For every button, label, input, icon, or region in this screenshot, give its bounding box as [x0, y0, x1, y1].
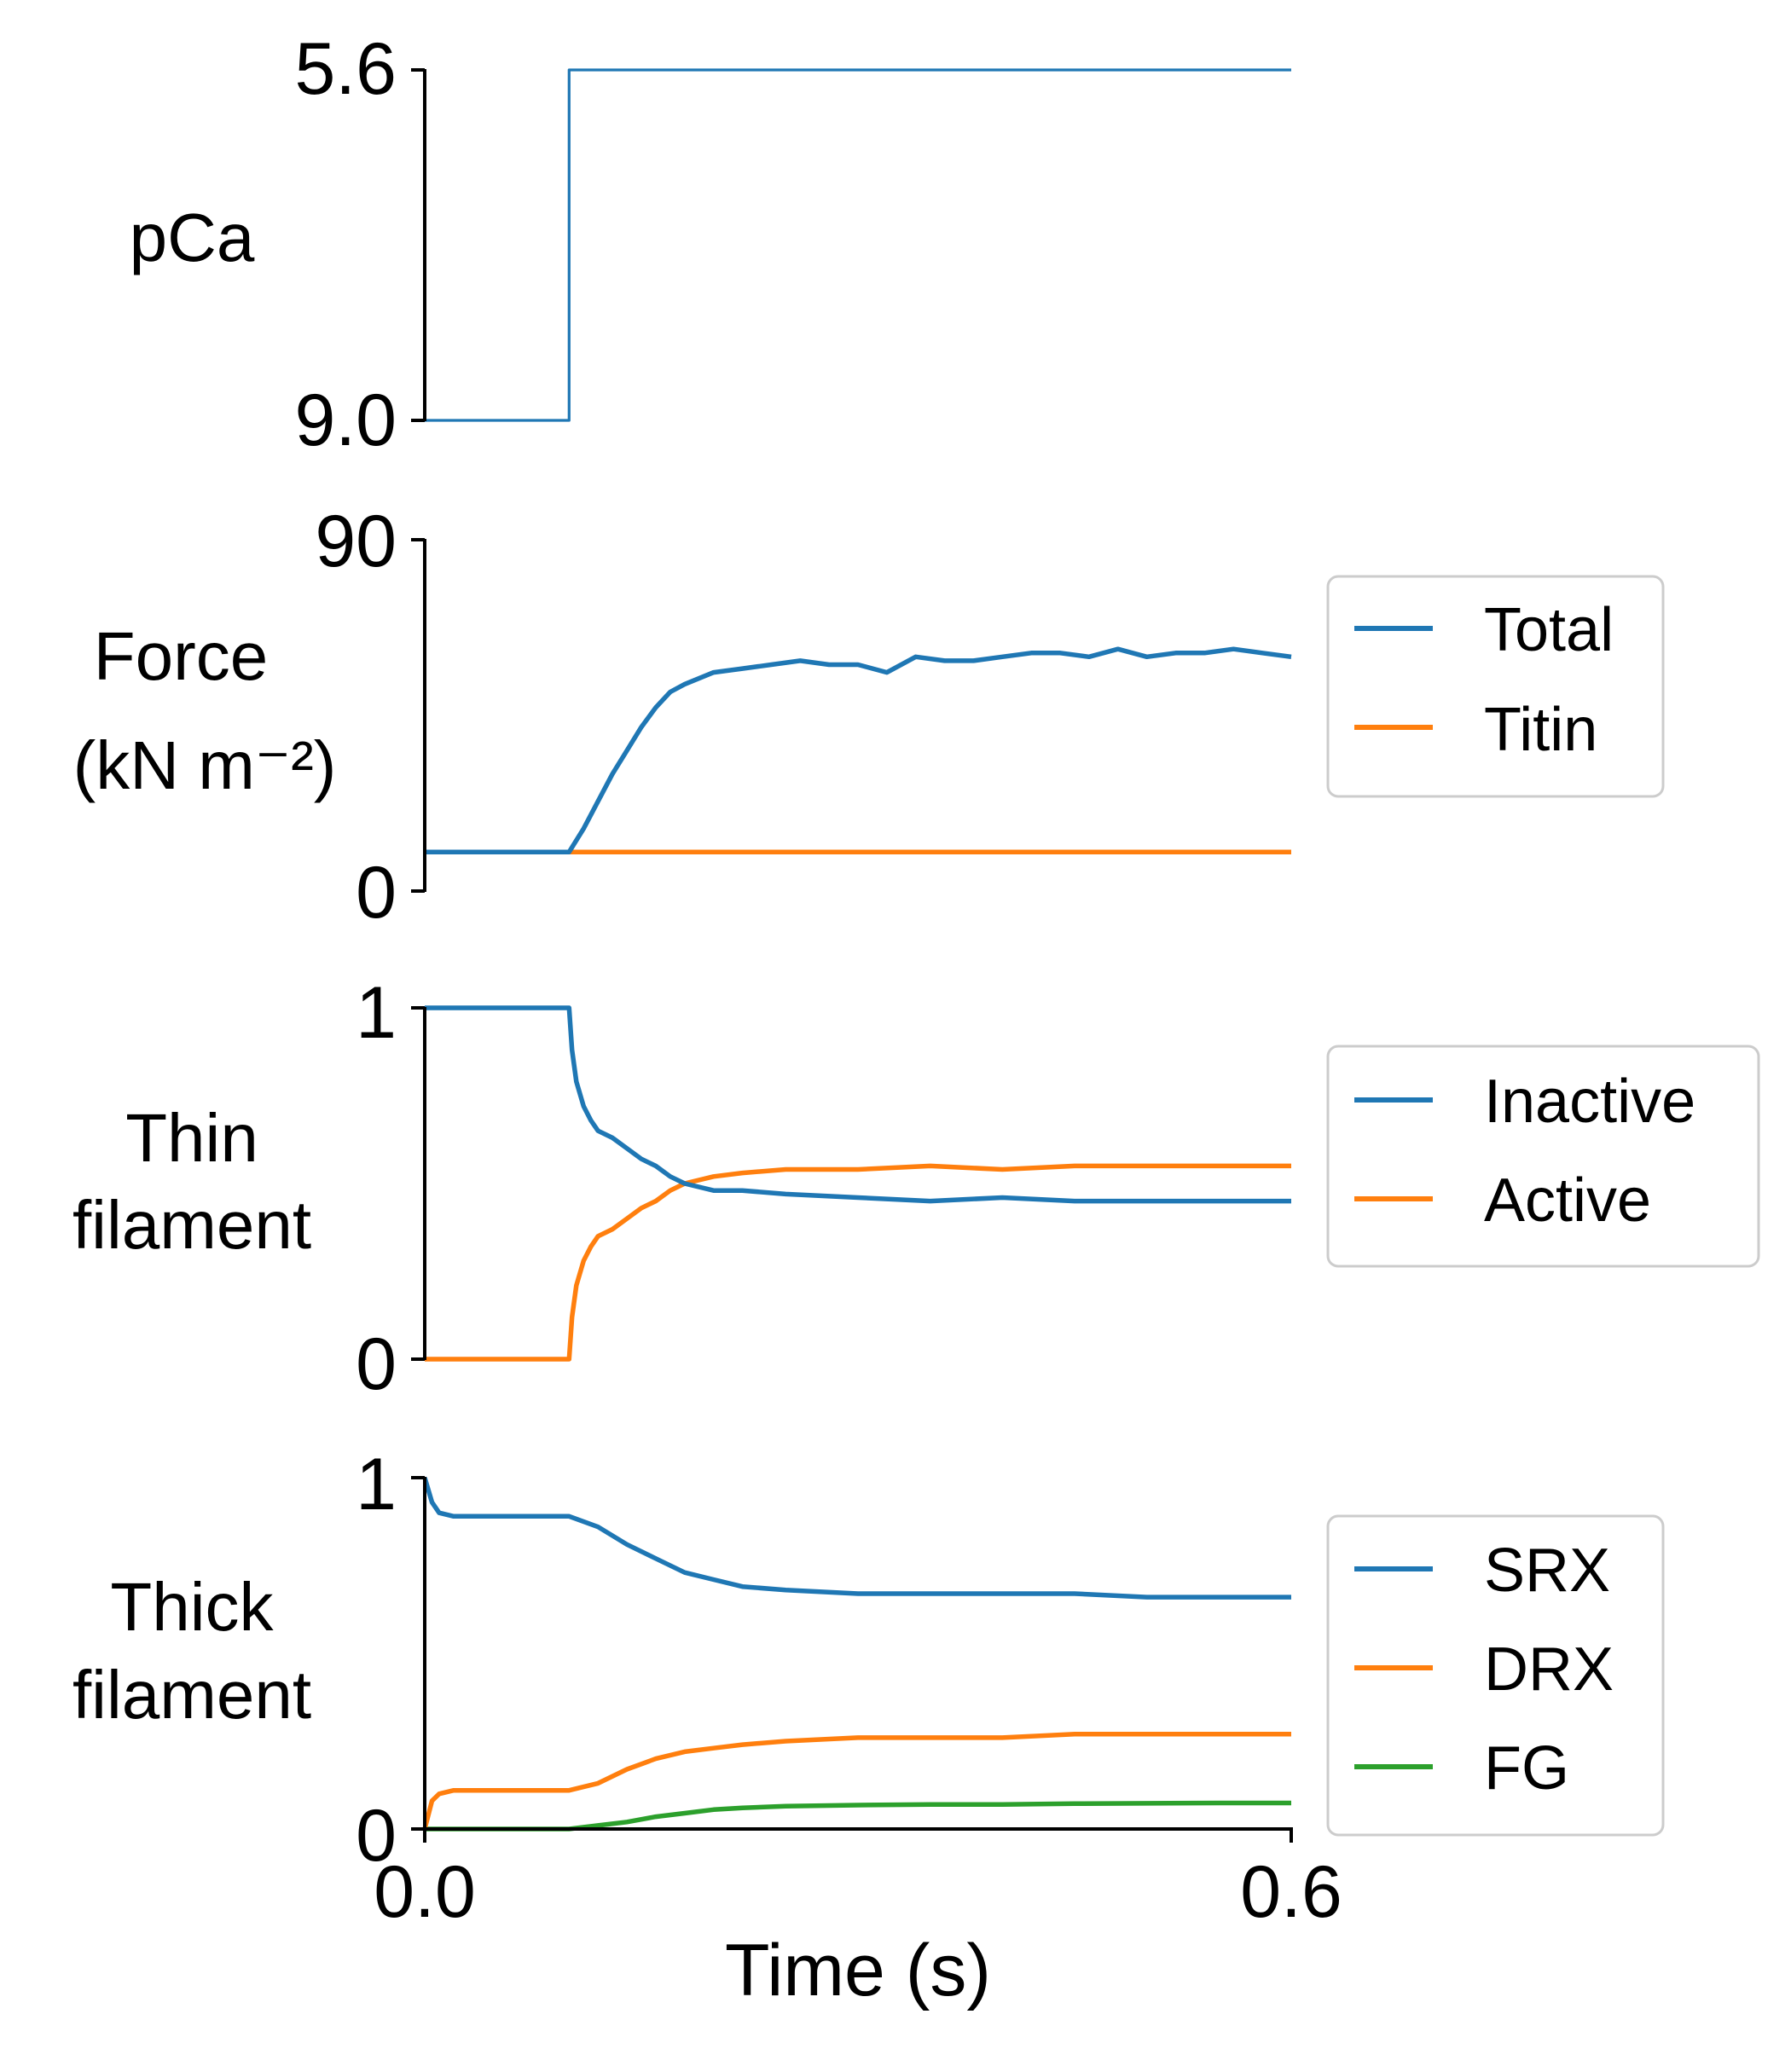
total-line — [425, 646, 1292, 854]
ylabel-force: Force (kN m⁻²) — [73, 618, 337, 803]
ylabel-line-1: Force — [94, 618, 269, 694]
ytick-label-bottom: 0 — [356, 852, 397, 934]
fg-line — [425, 1800, 1291, 1832]
active-line — [425, 1163, 1291, 1362]
ylabel-line-1: Thick — [110, 1569, 274, 1645]
xtick-label-left: 0.0 — [374, 1851, 476, 1933]
ytick-label-top: 5.6 — [294, 28, 397, 110]
legend-label-srx: SRX — [1484, 1537, 1610, 1605]
ytick-label-bottom: 0 — [356, 1795, 397, 1877]
legend-frame — [1326, 1514, 1665, 1837]
ylabel-thick: Thick filament — [72, 1569, 311, 1733]
ytick-label-bottom: 9.0 — [294, 379, 397, 461]
xlabel: Time (s) — [725, 1930, 991, 2011]
ylabel-thin: Thin filament — [72, 1100, 311, 1263]
legend-thick: SRX DRX FG — [1326, 1514, 1665, 1837]
legend-label-active: Active — [1484, 1166, 1651, 1235]
srx-line — [422, 1477, 1291, 1600]
ylabel-line-1: Thin — [125, 1100, 258, 1176]
ytick-label-bottom: 0 — [356, 1323, 397, 1405]
ytick-label-top: 90 — [315, 501, 397, 582]
ytick-label-top: 1 — [356, 972, 397, 1054]
inactive-line — [425, 1005, 1291, 1204]
panel-thin-filament: Thin filament 1 0 Inactive Active — [72, 972, 1760, 1405]
legend-label-titin: Titin — [1484, 696, 1597, 764]
legend-label-drx: DRX — [1484, 1635, 1614, 1704]
ylabel-line-2: filament — [72, 1187, 311, 1263]
panel-thick-filament: Thick filament 1 0 0.0 0.6 Time (s) SRX … — [72, 1444, 1665, 2011]
legend-label-fg: FG — [1484, 1734, 1569, 1803]
legend-label-total: Total — [1484, 596, 1614, 664]
xtick-label-right: 0.6 — [1240, 1851, 1342, 1933]
ytick-label-top: 1 — [356, 1444, 397, 1525]
ylabel-line-2: (kN m⁻²) — [73, 727, 337, 803]
panel-pca: pCa 5.6 9.0 — [130, 28, 1291, 461]
ylabel-line-1: pCa — [130, 200, 255, 275]
legend-frame — [1326, 575, 1665, 798]
drx-line — [422, 1732, 1291, 1830]
ylabel-pca: pCa — [130, 200, 255, 275]
legend-frame — [1326, 1045, 1760, 1268]
legend-thin: Inactive Active — [1326, 1045, 1760, 1268]
ylabel-line-2: filament — [72, 1657, 311, 1733]
legend-force: Total Titin — [1326, 575, 1665, 798]
legend-label-inactive: Inactive — [1484, 1068, 1695, 1136]
panel-force: Force (kN m⁻²) 90 0 Total Titin — [73, 501, 1665, 934]
pca-line — [425, 68, 1291, 422]
